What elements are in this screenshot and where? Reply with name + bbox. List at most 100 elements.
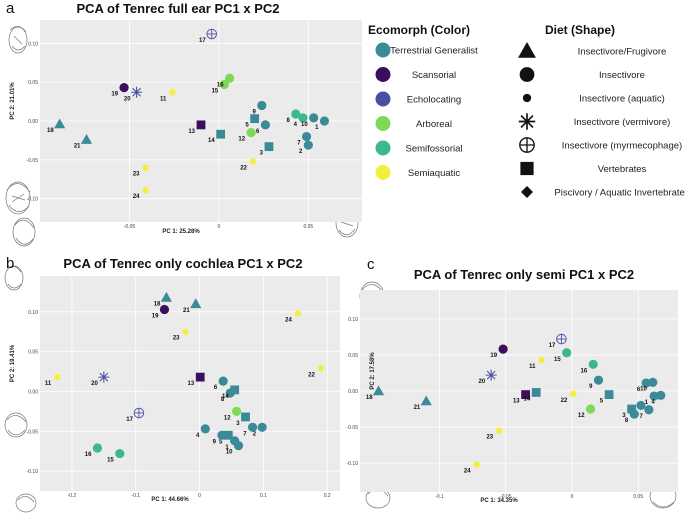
- data-point-2: [303, 140, 313, 150]
- y-tick-label: -0.05: [27, 158, 39, 164]
- data-point-20: [131, 86, 143, 98]
- x-tick-label: 0.05: [633, 494, 643, 500]
- diet-legend-label: Insectivore: [599, 70, 645, 81]
- data-point-24: [294, 310, 302, 317]
- x-axis-label: PC 1: 34.35%: [480, 498, 518, 504]
- ecomorph-legend-title: Ecomorph (Color): [368, 23, 470, 37]
- data-point-24: [142, 186, 149, 194]
- point-label: 10: [226, 450, 233, 456]
- diet-legend-label: Piscivory / Aquatic Invertebrates: [554, 188, 685, 199]
- data-point-16: [225, 73, 235, 83]
- diet-symbol-square: [520, 161, 534, 176]
- panel-b: b PCA of Tenrec only cochlea PC1 x PC2 -0.…: [6, 255, 340, 503]
- y-axis-label: PC 2: 19.41%: [10, 344, 16, 382]
- data-point-12: [231, 406, 242, 416]
- data-point-18: [160, 291, 172, 302]
- point-label: 16: [217, 82, 224, 88]
- point-label: 18: [47, 128, 54, 134]
- y-tick-label: 0.00: [28, 389, 38, 395]
- x-tick-label: 0: [217, 224, 220, 230]
- point-label: 9: [252, 109, 256, 115]
- panel-c: c PCA of Tenrec only semi PC1 x PC2 -0.1 -0…: [347, 256, 678, 504]
- data-point-10: [233, 441, 244, 451]
- data-point-14: [230, 385, 240, 395]
- point-label: 23: [133, 172, 140, 178]
- point-label: 22: [240, 165, 247, 171]
- data-point-21: [420, 395, 432, 406]
- diet-legend-symbol: [519, 137, 535, 153]
- diet-legend-symbol: [522, 93, 532, 103]
- diet-symbol-circleplus: [519, 137, 535, 153]
- data-point-1: [319, 116, 330, 126]
- point-label: 22: [308, 372, 315, 378]
- y-tick-label: 0.05: [28, 350, 38, 356]
- point-label: 13: [188, 381, 195, 387]
- data-point-17: [206, 28, 217, 40]
- data-point-9: [593, 375, 604, 385]
- ecomorph-legend-swatch: [375, 91, 391, 107]
- x-tick-label: 0.05: [303, 224, 313, 230]
- data-point-6: [218, 376, 228, 386]
- data-point-11: [169, 89, 176, 96]
- panel-a: a PCA of Tenrec full ear PC1 x PC2 -0.05 0 0…: [6, 0, 362, 235]
- diet-legend-symbol: [518, 113, 536, 130]
- diet-legend-title: Diet (Shape): [545, 23, 615, 37]
- point-label: 4: [196, 433, 200, 439]
- y-tick-label: -0.10: [27, 197, 39, 203]
- point-label: 15: [554, 357, 561, 363]
- data-point-7: [644, 405, 654, 415]
- point-label: 8: [625, 418, 629, 424]
- point-label: 12: [578, 413, 585, 419]
- plots-layer: a PCA of Tenrec full ear PC1 x PC2 -0.05 0 0…: [6, 0, 678, 504]
- point-label: 12: [238, 137, 245, 143]
- point-label: 11: [160, 96, 167, 102]
- data-point-11: [54, 373, 61, 381]
- data-point-18: [372, 385, 385, 396]
- diet-legend-label: Insectivore (myrmecophage): [562, 141, 682, 152]
- data-point-19: [119, 82, 129, 93]
- data-point-7: [301, 131, 312, 142]
- data-point-1: [649, 391, 659, 401]
- x-tick-label: -0.1: [435, 494, 444, 500]
- x-axis-label: PC 1: 44.66%: [151, 497, 189, 503]
- skull-sketch-b-bottomleft: [4, 412, 37, 513]
- y-tick-label: 0.05: [28, 80, 38, 86]
- point-label: 14: [222, 394, 229, 400]
- point-label: 6: [214, 385, 218, 391]
- data-point-15: [115, 448, 125, 459]
- point-label: 12: [224, 415, 231, 421]
- ecomorph-legend-swatch: [375, 140, 391, 156]
- ecomorph-legend-swatch: [375, 67, 391, 82]
- data-point-3: [264, 142, 274, 152]
- point-label: 13: [513, 399, 520, 405]
- data-point-10: [648, 377, 658, 387]
- point-label: 17: [549, 343, 556, 349]
- ecomorph-legend-label: Semifossorial: [405, 144, 462, 155]
- data-point-3: [241, 412, 250, 422]
- data-point-22: [317, 365, 325, 372]
- x-tick-label: -0.05: [500, 494, 512, 500]
- x-tick-label: -0.1: [131, 493, 140, 499]
- ecomorph-legend-swatch: [375, 42, 391, 58]
- ecomorph-legend-label: Terrestrial Generalist: [390, 46, 478, 57]
- point-label: 5: [219, 439, 223, 445]
- chart-title: PCA of Tenrec only cochlea PC1 x PC2: [63, 256, 302, 271]
- point-label: 20: [478, 379, 485, 385]
- data-point-11: [538, 356, 545, 364]
- data-point-14: [531, 388, 541, 397]
- diet-symbol-circle: [519, 67, 535, 82]
- skull-sketch-a-topleft: [8, 26, 28, 54]
- diet-legend-label: Insectivore (aquatic): [579, 94, 665, 105]
- x-tick-label: 0: [571, 494, 574, 500]
- y-axis-label: PC 2: 17.58%: [370, 352, 376, 390]
- ecomorph-legend-swatch: [375, 116, 391, 131]
- data-point-16: [588, 359, 598, 369]
- y-axis-label: PC 2: 21.01%: [10, 82, 16, 120]
- point-label: 16: [581, 368, 588, 374]
- point-label: 14: [524, 396, 531, 402]
- data-point-14: [216, 129, 226, 139]
- legend: Ecomorph (Color) Terrestrial Generalist Sc…: [368, 23, 685, 199]
- y-tick-label: 0.10: [28, 310, 38, 316]
- point-label: 17: [199, 38, 206, 44]
